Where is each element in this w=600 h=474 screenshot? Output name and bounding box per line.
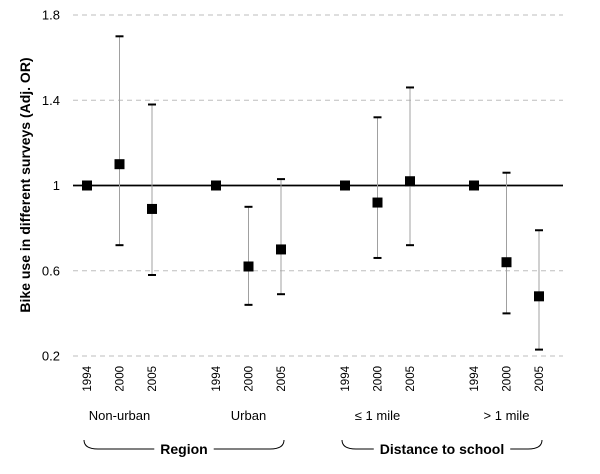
brace-left-part [341,439,374,450]
group-label: ≤ 1 mile [355,408,400,423]
points [82,159,544,302]
data-point [114,159,125,170]
x-tick-label: 2005 [405,366,417,392]
y-tick-label: 0.2 [42,349,60,364]
data-point [147,203,157,214]
x-tick-label: 2000 [244,366,256,392]
data-point [82,180,92,191]
brace-left-part [83,439,155,450]
y-tick-label: 0.6 [42,263,60,278]
supergroup-label: Distance to school [380,441,504,457]
y-tick-label: 1.8 [42,8,60,23]
brace-right-part [213,439,285,450]
error-bars [115,35,543,351]
x-tick-label: 1994 [340,365,352,391]
data-point [276,244,286,255]
data-point [405,176,415,187]
x-tick-label: 2005 [276,366,288,392]
x-tick-label: 2000 [115,366,127,392]
x-tick-label: 1994 [469,365,481,391]
data-point [534,291,544,302]
y-tick-labels: 0.2 0.6 1 1.4 1.8 [42,8,60,364]
data-point [243,261,254,272]
supergroup-labels: Region Distance to school [83,439,543,457]
group-label: Urban [231,408,266,423]
y-axis-label: Bike use in different surveys (Adj. OR) [17,57,33,312]
x-tick-label: 1994 [211,365,223,391]
y-tick-label: 1.4 [42,93,60,108]
group-label: > 1 mile [484,408,530,423]
data-point [501,257,512,268]
group-labels: Non-urban Urban ≤ 1 mile > 1 mile [89,408,530,423]
group-label: Non-urban [89,408,150,423]
x-tick-label: 1994 [82,365,94,391]
x-tick-label: 2000 [502,366,514,392]
brace-right-part [510,439,543,450]
data-point [372,197,383,208]
data-point [211,180,221,191]
x-tick-label: 2005 [147,366,159,392]
supergroup-label: Region [160,441,207,457]
x-tick-labels: 1994 2000 2005 1994 2000 2005 1994 2000 2005 1994… [82,365,546,391]
grid-lines [73,14,563,357]
data-point [340,180,350,191]
y-tick-label: 1 [53,178,60,193]
x-tick-label: 2000 [373,366,385,392]
data-point [469,180,479,191]
x-tick-label: 2005 [534,366,546,392]
